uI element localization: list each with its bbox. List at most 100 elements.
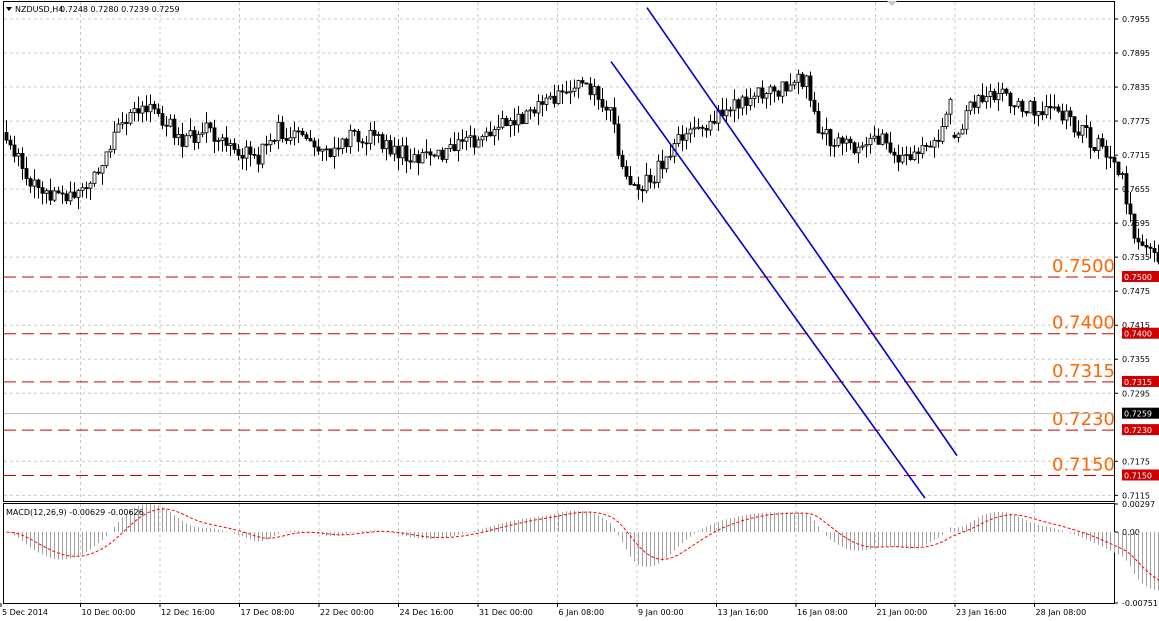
candle-body	[236, 149, 241, 156]
candle-body	[296, 130, 301, 133]
candle-body	[804, 75, 809, 87]
candle-body	[80, 187, 85, 191]
candle-body	[440, 149, 445, 160]
level-axis-tag	[1122, 469, 1159, 481]
candle-body	[312, 140, 317, 148]
candle-body	[508, 120, 513, 126]
candle-body	[140, 105, 145, 114]
macd-indicator: 0.002970.00-0.00751	[6, 500, 1159, 608]
candle-body	[36, 179, 41, 189]
candle-body	[1020, 100, 1025, 112]
candle-body	[744, 96, 749, 106]
candle-body	[104, 151, 109, 166]
candle-body	[1072, 116, 1077, 133]
candle-body	[76, 189, 81, 198]
candle-body	[644, 174, 649, 192]
candle-body	[780, 81, 785, 97]
candle-body	[1016, 100, 1021, 107]
candle-body	[24, 168, 29, 179]
candle-body	[1076, 131, 1081, 136]
candle-body	[1140, 241, 1145, 246]
candle-body	[856, 146, 861, 154]
candle-body	[60, 192, 65, 195]
candle-body	[500, 118, 505, 128]
candle-body	[624, 166, 629, 177]
time-label: 21 Jan 00:00	[877, 608, 928, 617]
candle-body	[160, 113, 165, 126]
price-tick-label: 0.7655	[1122, 185, 1150, 194]
candle-body	[840, 137, 845, 144]
candle-body	[108, 148, 113, 153]
candle-body	[996, 92, 1001, 101]
candle-body	[656, 160, 661, 183]
candle-body	[668, 155, 673, 158]
candle-body	[16, 153, 21, 157]
candle-body	[352, 129, 357, 132]
candle-body	[924, 145, 929, 147]
candle-body	[888, 142, 893, 153]
candle-body	[344, 138, 349, 148]
symbol-dropdown-icon[interactable]	[6, 7, 12, 11]
candle-body	[308, 138, 313, 142]
level-label: 0.7400	[1052, 313, 1115, 334]
candle-body	[96, 171, 101, 174]
level-axis-tag	[1122, 271, 1159, 283]
candle-body	[836, 137, 841, 146]
candle-body	[180, 134, 185, 147]
candle-body	[252, 154, 257, 156]
candle-body	[1096, 138, 1101, 152]
candle-body	[280, 122, 285, 140]
price-tick-label: 0.7775	[1122, 117, 1150, 126]
candle-body	[1124, 173, 1129, 205]
candle-body	[952, 134, 957, 138]
candle-body	[32, 179, 37, 187]
candle-body	[504, 118, 509, 126]
candle-body	[436, 149, 441, 157]
candle-body	[936, 139, 941, 142]
candle-body	[752, 95, 757, 99]
level-label: 0.7315	[1052, 361, 1115, 382]
time-label: 10 Dec 00:00	[82, 608, 136, 617]
candle-body	[492, 129, 497, 137]
candle-body	[408, 160, 413, 163]
candle-body	[484, 131, 489, 137]
time-label: 28 Jan 08:00	[1036, 608, 1087, 617]
candle-body	[664, 156, 669, 170]
candle-body	[260, 143, 265, 165]
candle-body	[388, 140, 393, 155]
candle-body	[724, 109, 729, 117]
scroll-marker-icon[interactable]	[887, 1, 897, 6]
macd-tick-label: 0.00297	[1122, 500, 1155, 509]
candle-body	[820, 132, 825, 135]
channel-line-upper	[646, 7, 958, 457]
time-axis: 5 Dec 2014 10 Dec 00:00 12 Dec 16:00 17 Dec…	[0, 603, 1087, 617]
candle-body	[184, 135, 189, 147]
candle-body	[812, 99, 817, 112]
candle-body	[872, 135, 877, 139]
candle-body	[288, 137, 293, 141]
level-axis-label: 0.7400	[1124, 330, 1152, 339]
candle-body	[944, 113, 949, 127]
candle-body	[632, 184, 637, 186]
candle-body	[736, 99, 741, 109]
candle-body	[232, 143, 237, 150]
candle-body	[100, 165, 105, 174]
current-price-tag	[1122, 407, 1159, 419]
candle-body	[748, 98, 753, 106]
candle-body	[1048, 106, 1053, 109]
macd-label: MACD(12,26,9) -0.00629 -0.00626	[6, 508, 144, 517]
time-label: 17 Dec 08:00	[241, 608, 295, 617]
time-label: 5 Dec 2014	[2, 608, 48, 617]
candle-body	[300, 130, 305, 136]
candle-body	[916, 151, 921, 155]
candle-body	[196, 133, 201, 143]
candle-body	[612, 107, 617, 125]
candle-body	[616, 123, 621, 156]
candle-body	[884, 133, 889, 144]
candle-body	[796, 73, 801, 83]
candle-body	[208, 122, 213, 129]
candle-body	[412, 154, 417, 163]
candle-body	[760, 87, 765, 99]
price-tick-label: 0.7835	[1122, 83, 1150, 92]
